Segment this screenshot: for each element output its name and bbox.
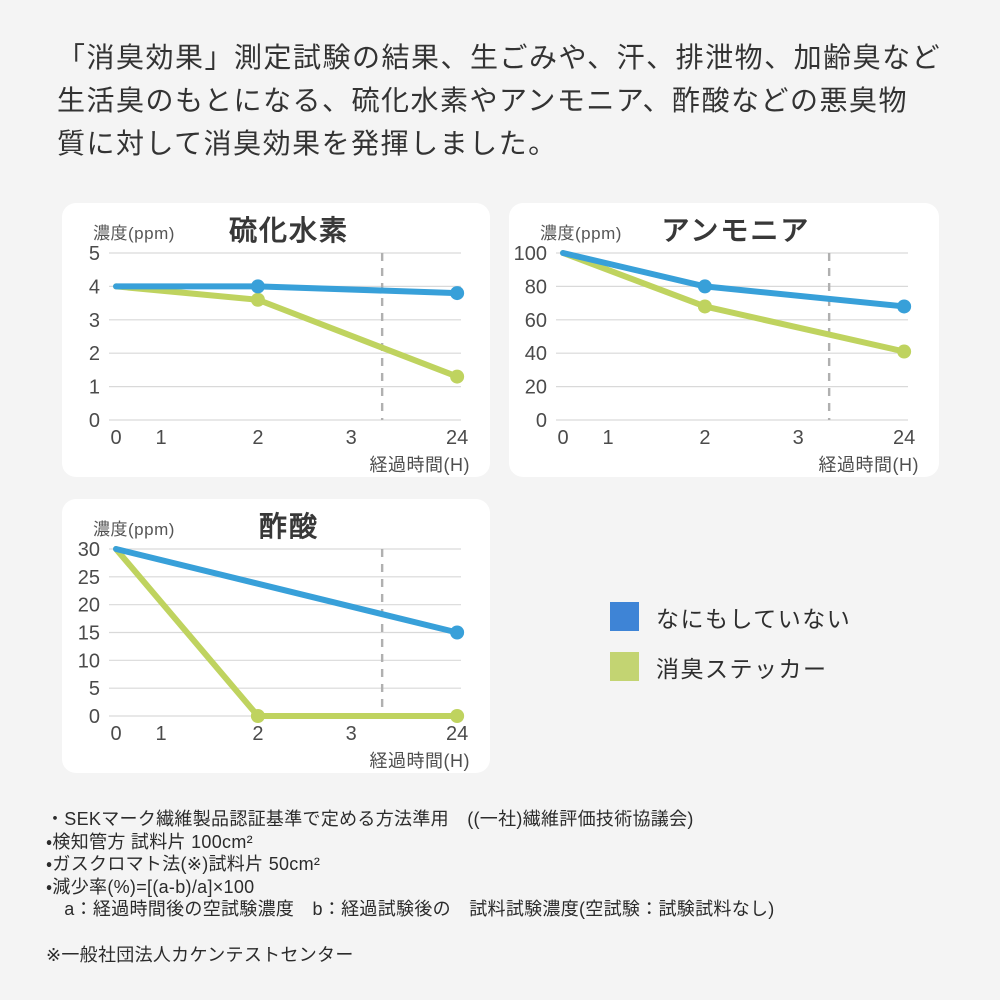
chart-panel-ammonia: 100 80 60 40 20 0 0 1 2 3 24 濃度(ppm) アンモニア 経過時間(H) [509, 203, 939, 477]
chart-title-hydrogen-sulfide: 硫化水素 [228, 215, 350, 246]
note-line-3: ・ガスクロマト法(※)試料片 50cm² [46, 854, 321, 874]
legend-item-deodorant-sticker: 消臭ステッカー [610, 652, 851, 682]
svg-text:25: 25 [78, 567, 100, 589]
headline-line-1: 「消臭効果」測定試験の結果、生ごみや、汗、排泄物、加齢臭など [57, 42, 942, 73]
note-line-4: ・減少率(%)=[(a-b)/a]×100 [46, 876, 255, 897]
chart-title-ammonia: アンモニア [661, 215, 811, 246]
svg-text:1: 1 [156, 723, 167, 745]
svg-text:20: 20 [78, 595, 100, 617]
svg-text:3: 3 [89, 310, 100, 332]
svg-text:40: 40 [525, 343, 547, 365]
y-axis-unit-label: 濃度(ppm) [93, 224, 175, 243]
svg-text:3: 3 [346, 723, 357, 745]
headline: 「消臭効果」測定試験の結果、生ごみや、汗、排泄物、加齢臭など 生活臭のもとになる… [57, 36, 962, 165]
note-line-2: ・検知管方 試料片 100cm² [46, 831, 253, 852]
svg-text:80: 80 [525, 276, 547, 298]
plot-ammonia: 100 80 60 40 20 00 1 2 3 24 [514, 243, 916, 449]
svg-text:2: 2 [699, 427, 710, 449]
headline-line-3: 質に対して消臭効果を発揮しました。 [57, 128, 558, 159]
y-axis-unit-label: 濃度(ppm) [93, 520, 175, 539]
svg-text:20: 20 [525, 377, 547, 399]
chart-panel-hydrogen-sulfide: 5 4 3 2 1 0 0 1 2 3 24 濃度(ppm) 硫化水素 経過時間(H) [62, 203, 490, 477]
test-center-source: ※一般社団法人カケンテストセンター [46, 944, 354, 965]
svg-text:30: 30 [78, 539, 100, 561]
svg-text:1: 1 [603, 427, 614, 449]
svg-text:5: 5 [89, 243, 100, 265]
x-axis-unit-label: 経過時間(H) [369, 751, 470, 771]
svg-text:2: 2 [252, 723, 263, 745]
svg-text:24: 24 [446, 427, 468, 449]
test-method-notes: ・SEKマーク繊維製品認証基準で定める方法準用 ((一社)繊維評価技術協議会) … [46, 808, 976, 966]
chart-legend: なにもしていない 消臭ステッカー [610, 602, 851, 702]
y-axis-unit-label: 濃度(ppm) [540, 224, 622, 243]
svg-text:15: 15 [78, 623, 100, 645]
svg-text:1: 1 [156, 427, 167, 449]
plot-acetic-acid: 30 25 20 15 10 5 00 1 2 3 24 [78, 539, 469, 745]
svg-text:1: 1 [89, 377, 100, 399]
svg-text:24: 24 [893, 427, 915, 449]
svg-text:3: 3 [793, 427, 804, 449]
legend-label-untreated: なにもしていない [656, 605, 852, 632]
svg-text:100: 100 [514, 243, 547, 265]
note-line-1: ・SEKマーク繊維製品認証基準で定める方法準用 ((一社)繊維評価技術協議会) [46, 809, 694, 829]
svg-text:4: 4 [89, 276, 100, 298]
note-line-5: a：経過時間後の空試験濃度 b：経過試験後の 試料試験濃度(空試験：試験試料なし… [46, 899, 775, 919]
svg-text:2: 2 [252, 427, 263, 449]
svg-text:0: 0 [536, 410, 547, 432]
svg-text:0: 0 [89, 410, 100, 432]
svg-text:24: 24 [446, 723, 468, 745]
svg-text:2: 2 [89, 343, 100, 365]
svg-text:5: 5 [89, 678, 100, 700]
plot-hydrogen-sulfide: 5 4 3 2 1 00 1 2 3 24 [89, 243, 468, 449]
headline-line-2: 生活臭のもとになる、硫化水素やアンモニア、酢酸などの悪臭物 [57, 85, 909, 116]
legend-swatch-deodorant-sticker [610, 652, 639, 681]
svg-text:0: 0 [557, 427, 568, 449]
svg-text:10: 10 [78, 650, 100, 672]
legend-item-untreated: なにもしていない [610, 602, 852, 632]
legend-label-deodorant-sticker: 消臭ステッカー [656, 655, 828, 682]
chart-panel-acetic-acid: 30 25 20 15 10 5 0 0 1 2 3 24 濃度(ppm) 酢酸 経過時間(H) [62, 499, 490, 773]
x-axis-unit-label: 経過時間(H) [818, 455, 919, 475]
svg-text:0: 0 [110, 427, 121, 449]
x-axis-unit-label: 経過時間(H) [369, 455, 470, 475]
legend-swatch-untreated [610, 602, 639, 631]
svg-text:60: 60 [525, 310, 547, 332]
svg-text:0: 0 [110, 723, 121, 745]
svg-text:3: 3 [346, 427, 357, 449]
chart-title-acetic-acid: 酢酸 [258, 511, 320, 542]
svg-text:0: 0 [89, 706, 100, 728]
